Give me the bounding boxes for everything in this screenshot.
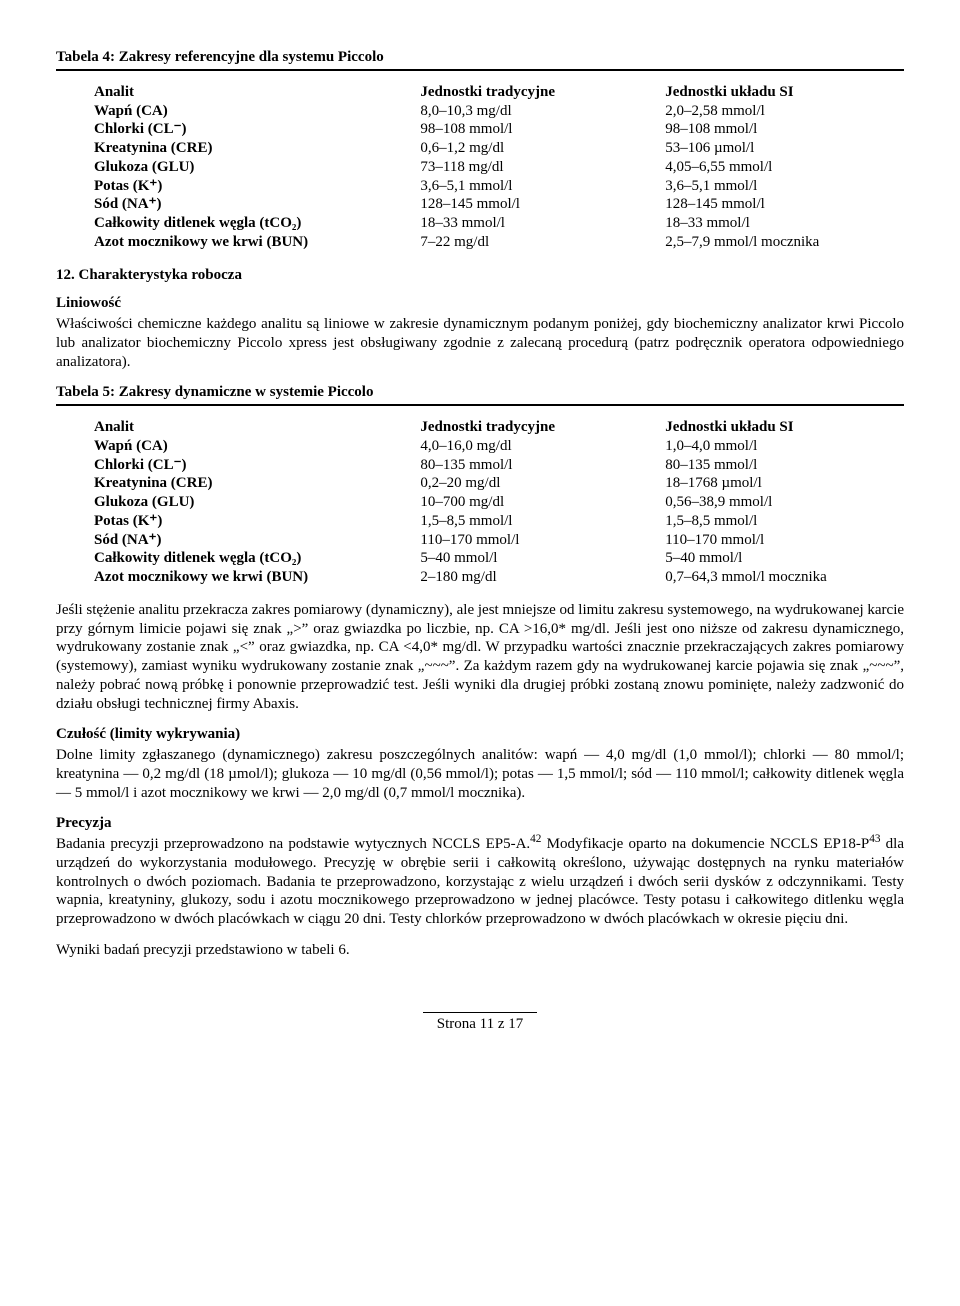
- table-row: Całkowity ditlenek węgla (tCO₂)18–33 mmo…: [88, 214, 904, 233]
- t4-r1-trad: 98–108 mmol/l: [414, 120, 659, 139]
- table-row: Azot mocznikowy we krwi (BUN)7–22 mg/dl2…: [88, 233, 904, 252]
- t4-r5-si: 128–145 mmol/l: [659, 195, 904, 214]
- t5-r0-name: Wapń (CA): [88, 437, 414, 456]
- page-number: Strona 11 z 17: [423, 1012, 538, 1034]
- precision-ref2: 43: [869, 833, 880, 845]
- table-row: Kreatynina (CRE)0,2–20 mg/dl18–1768 µmol…: [88, 474, 904, 493]
- t4-r0-si: 2,0–2,58 mmol/l: [659, 102, 904, 121]
- t4-r7-si: 2,5–7,9 mmol/l mocznika: [659, 233, 904, 252]
- t5-r5-si: 110–170 mmol/l: [659, 531, 904, 550]
- t4-r6-trad: 18–33 mmol/l: [414, 214, 659, 233]
- table-row: Azot mocznikowy we krwi (BUN)2–180 mg/dl…: [88, 568, 904, 587]
- t4-r6-si: 18–33 mmol/l: [659, 214, 904, 233]
- t4-r4-trad: 3,6–5,1 mmol/l: [414, 177, 659, 196]
- table-row: Sód (NA⁺)110–170 mmol/l110–170 mmol/l: [88, 531, 904, 550]
- t5-r0-si: 1,0–4,0 mmol/l: [659, 437, 904, 456]
- precision-mid: Modyfikacje oparto na dokumencie NCCLS E…: [541, 836, 869, 852]
- table-row: Sód (NA⁺)128–145 mmol/l128–145 mmol/l: [88, 195, 904, 214]
- t4-r6-name: Całkowity ditlenek węgla (tCO₂): [88, 214, 414, 233]
- precision-heading: Precyzja: [56, 814, 904, 833]
- section-12-title: 12. Charakterystyka robocza: [56, 266, 904, 285]
- linearity-heading: Liniowość: [56, 294, 904, 313]
- t5-r5-name: Sód (NA⁺): [88, 531, 414, 550]
- table-row: Chlorki (CL⁻)98–108 mmol/l98–108 mmol/l: [88, 120, 904, 139]
- t4-r3-trad: 73–118 mg/dl: [414, 158, 659, 177]
- table-row: Potas (K⁺)1,5–8,5 mmol/l1,5–8,5 mmol/l: [88, 512, 904, 531]
- t4-r4-name: Potas (K⁺): [88, 177, 414, 196]
- t4-r3-si: 4,05–6,55 mmol/l: [659, 158, 904, 177]
- table5-header-row: Analit Jednostki tradycyjne Jednostki uk…: [88, 418, 904, 437]
- t5-r5-trad: 110–170 mmol/l: [414, 531, 659, 550]
- t4-r2-trad: 0,6–1,2 mg/dl: [414, 139, 659, 158]
- t5-r1-trad: 80–135 mmol/l: [414, 456, 659, 475]
- t5-r1-si: 80–135 mmol/l: [659, 456, 904, 475]
- t5-r6-name: Całkowity ditlenek węgla (tCO₂): [88, 549, 414, 568]
- precision-pre: Badania precyzji przeprowadzono na podst…: [56, 836, 530, 852]
- table4-header-row: Analit Jednostki tradycyjne Jednostki uk…: [88, 83, 904, 102]
- t4-r0-trad: 8,0–10,3 mg/dl: [414, 102, 659, 121]
- page-footer: Strona 11 z 17: [0, 1012, 960, 1034]
- t5-r3-name: Glukoza (GLU): [88, 493, 414, 512]
- t5-r4-name: Potas (K⁺): [88, 512, 414, 531]
- table5-h1: Jednostki tradycyjne: [414, 418, 659, 437]
- t5-r0-trad: 4,0–16,0 mg/dl: [414, 437, 659, 456]
- t4-r1-name: Chlorki (CL⁻): [88, 120, 414, 139]
- table5: Analit Jednostki tradycyjne Jednostki uk…: [88, 418, 904, 587]
- t5-r6-trad: 5–40 mmol/l: [414, 549, 659, 568]
- t4-r2-name: Kreatynina (CRE): [88, 139, 414, 158]
- table-row: Wapń (CA)4,0–16,0 mg/dl1,0–4,0 mmol/l: [88, 437, 904, 456]
- table4: Analit Jednostki tradycyjne Jednostki uk…: [88, 83, 904, 252]
- t5-r1-name: Chlorki (CL⁻): [88, 456, 414, 475]
- t5-r6-si: 5–40 mmol/l: [659, 549, 904, 568]
- t5-r2-name: Kreatynina (CRE): [88, 474, 414, 493]
- table5-h2: Jednostki układu SI: [659, 418, 904, 437]
- t4-r4-si: 3,6–5,1 mmol/l: [659, 177, 904, 196]
- t4-r7-name: Azot mocznikowy we krwi (BUN): [88, 233, 414, 252]
- t4-r5-trad: 128–145 mmol/l: [414, 195, 659, 214]
- table-row: Całkowity ditlenek węgla (tCO₂)5–40 mmol…: [88, 549, 904, 568]
- t4-r1-si: 98–108 mmol/l: [659, 120, 904, 139]
- sensitivity-heading: Czułość (limity wykrywania): [56, 725, 904, 744]
- t5-r7-name: Azot mocznikowy we krwi (BUN): [88, 568, 414, 587]
- dynamic-range-paragraph: Jeśli stężenie analitu przekracza zakres…: [56, 601, 904, 714]
- linearity-paragraph: Właściwości chemiczne każdego analitu są…: [56, 315, 904, 371]
- t4-r5-name: Sód (NA⁺): [88, 195, 414, 214]
- t5-r7-si: 0,7–64,3 mmol/l mocznika: [659, 568, 904, 587]
- t4-r7-trad: 7–22 mg/dl: [414, 233, 659, 252]
- t5-r2-trad: 0,2–20 mg/dl: [414, 474, 659, 493]
- t5-r4-si: 1,5–8,5 mmol/l: [659, 512, 904, 531]
- precision-paragraph: Badania precyzji przeprowadzono na podst…: [56, 835, 904, 929]
- table-row: Kreatynina (CRE)0,6–1,2 mg/dl53–106 µmol…: [88, 139, 904, 158]
- table-row: Glukoza (GLU)10–700 mg/dl0,56–38,9 mmol/…: [88, 493, 904, 512]
- table5-title: Tabela 5: Zakresy dynamiczne w systemie …: [56, 383, 904, 406]
- precision-ref1: 42: [530, 833, 541, 845]
- table5-h0: Analit: [88, 418, 414, 437]
- table-row: Chlorki (CL⁻)80–135 mmol/l80–135 mmol/l: [88, 456, 904, 475]
- sensitivity-paragraph: Dolne limity zgłaszanego (dynamicznego) …: [56, 746, 904, 802]
- t5-r3-si: 0,56–38,9 mmol/l: [659, 493, 904, 512]
- table4-title: Tabela 4: Zakresy referencyjne dla syste…: [56, 48, 904, 71]
- t4-r2-si: 53–106 µmol/l: [659, 139, 904, 158]
- table4-h0: Analit: [88, 83, 414, 102]
- t4-r0-name: Wapń (CA): [88, 102, 414, 121]
- t5-r4-trad: 1,5–8,5 mmol/l: [414, 512, 659, 531]
- t5-r2-si: 18–1768 µmol/l: [659, 474, 904, 493]
- t5-r7-trad: 2–180 mg/dl: [414, 568, 659, 587]
- table4-h1: Jednostki tradycyjne: [414, 83, 659, 102]
- t5-r3-trad: 10–700 mg/dl: [414, 493, 659, 512]
- t4-r3-name: Glukoza (GLU): [88, 158, 414, 177]
- table-row: Glukoza (GLU)73–118 mg/dl4,05–6,55 mmol/…: [88, 158, 904, 177]
- table-row: Potas (K⁺)3,6–5,1 mmol/l3,6–5,1 mmol/l: [88, 177, 904, 196]
- table4-h2: Jednostki układu SI: [659, 83, 904, 102]
- table-row: Wapń (CA)8,0–10,3 mg/dl2,0–2,58 mmol/l: [88, 102, 904, 121]
- results-note: Wyniki badań precyzji przedstawiono w ta…: [56, 941, 904, 960]
